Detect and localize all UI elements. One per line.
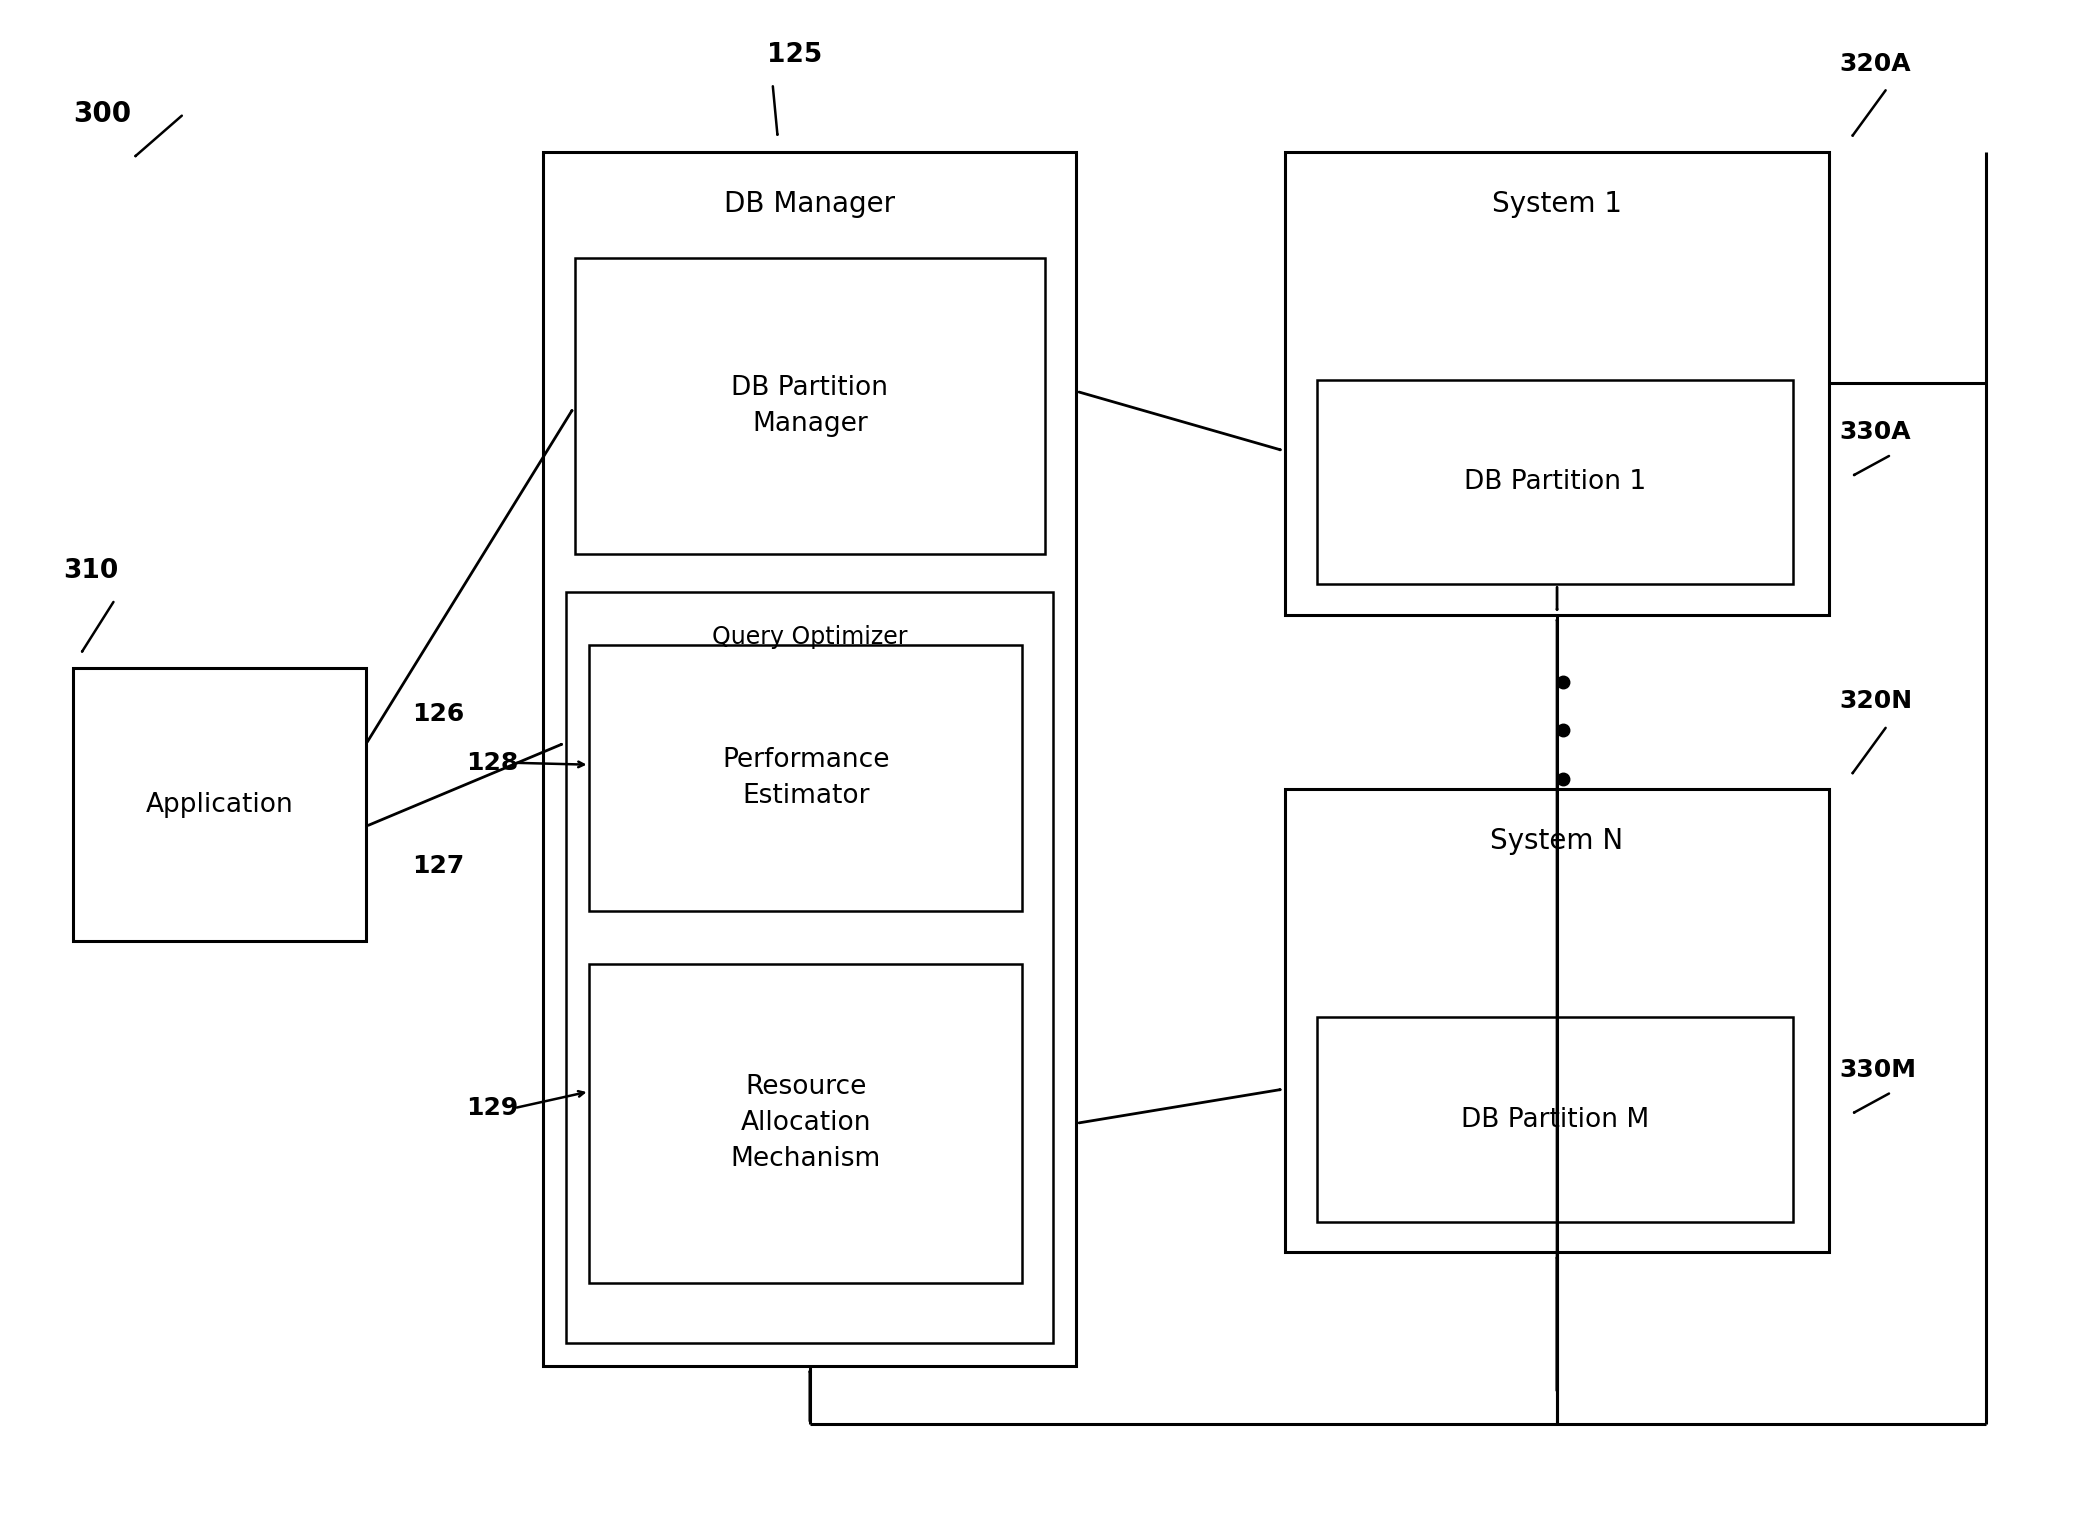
FancyBboxPatch shape <box>1285 789 1829 1252</box>
FancyBboxPatch shape <box>589 645 1022 911</box>
Text: DB Manager: DB Manager <box>725 190 895 217</box>
Text: DB Partition 1: DB Partition 1 <box>1463 469 1647 495</box>
Text: 126: 126 <box>412 703 464 726</box>
Text: 320A: 320A <box>1839 52 1910 76</box>
FancyBboxPatch shape <box>1317 380 1793 584</box>
Text: DB Partition
Manager: DB Partition Manager <box>732 375 888 437</box>
Text: 300: 300 <box>73 100 132 128</box>
Text: Performance
Estimator: Performance Estimator <box>721 747 890 809</box>
Text: Application: Application <box>146 791 293 818</box>
Text: 310: 310 <box>63 559 117 584</box>
Text: 129: 129 <box>466 1096 518 1120</box>
FancyBboxPatch shape <box>73 668 366 941</box>
Text: System 1: System 1 <box>1492 190 1622 217</box>
FancyBboxPatch shape <box>1285 152 1829 615</box>
FancyBboxPatch shape <box>575 258 1045 554</box>
Text: Resource
Allocation
Mechanism: Resource Allocation Mechanism <box>732 1075 880 1172</box>
FancyBboxPatch shape <box>1317 1017 1793 1222</box>
Text: 128: 128 <box>466 751 518 774</box>
FancyBboxPatch shape <box>566 592 1053 1343</box>
Text: 330A: 330A <box>1839 420 1910 443</box>
FancyBboxPatch shape <box>543 152 1076 1366</box>
Text: 320N: 320N <box>1839 689 1912 713</box>
FancyBboxPatch shape <box>589 964 1022 1283</box>
Text: Query Optimizer: Query Optimizer <box>713 625 907 650</box>
Text: DB Partition M: DB Partition M <box>1461 1107 1649 1132</box>
Text: 125: 125 <box>767 43 823 68</box>
Text: 127: 127 <box>412 853 464 877</box>
Text: System N: System N <box>1490 827 1624 855</box>
Text: 330M: 330M <box>1839 1058 1917 1081</box>
